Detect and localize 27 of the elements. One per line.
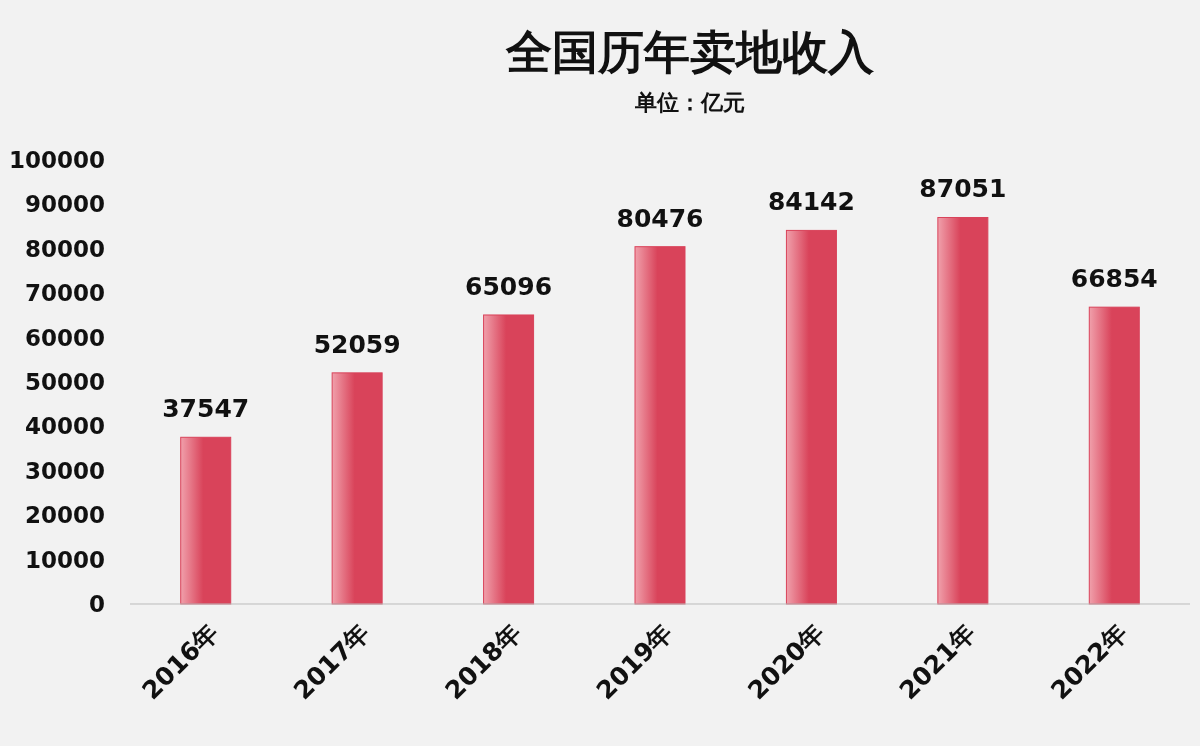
y-tick-label: 10000 (24, 546, 105, 573)
y-tick-label: 60000 (24, 324, 105, 351)
chart-title: 全国历年卖地收入 (505, 25, 875, 79)
bar (483, 314, 535, 605)
data-label: 37547 (162, 394, 250, 424)
data-label: 80476 (616, 203, 704, 233)
data-label: 87051 (919, 174, 1007, 204)
y-tick-label: 70000 (24, 280, 105, 307)
bar (180, 436, 232, 605)
y-tick-label: 80000 (24, 235, 105, 262)
data-label: 84142 (767, 187, 855, 217)
bar (785, 229, 837, 605)
bar (937, 216, 989, 605)
chart-subtitle: 单位：亿元 (634, 90, 745, 115)
y-tick-label: 90000 (24, 191, 105, 218)
y-tick-label: 0 (88, 591, 105, 617)
data-label: 52059 (313, 329, 401, 359)
y-tick-label: 100000 (8, 147, 105, 173)
y-tick-label: 20000 (24, 502, 105, 529)
bar (634, 246, 686, 605)
y-tick-label: 50000 (24, 369, 105, 395)
y-tick-label: 30000 (24, 457, 105, 484)
y-tick-label: 40000 (24, 413, 105, 440)
data-label: 66854 (1070, 264, 1158, 294)
bar (1088, 306, 1140, 605)
bar (331, 372, 383, 605)
data-label: 65096 (465, 271, 553, 301)
